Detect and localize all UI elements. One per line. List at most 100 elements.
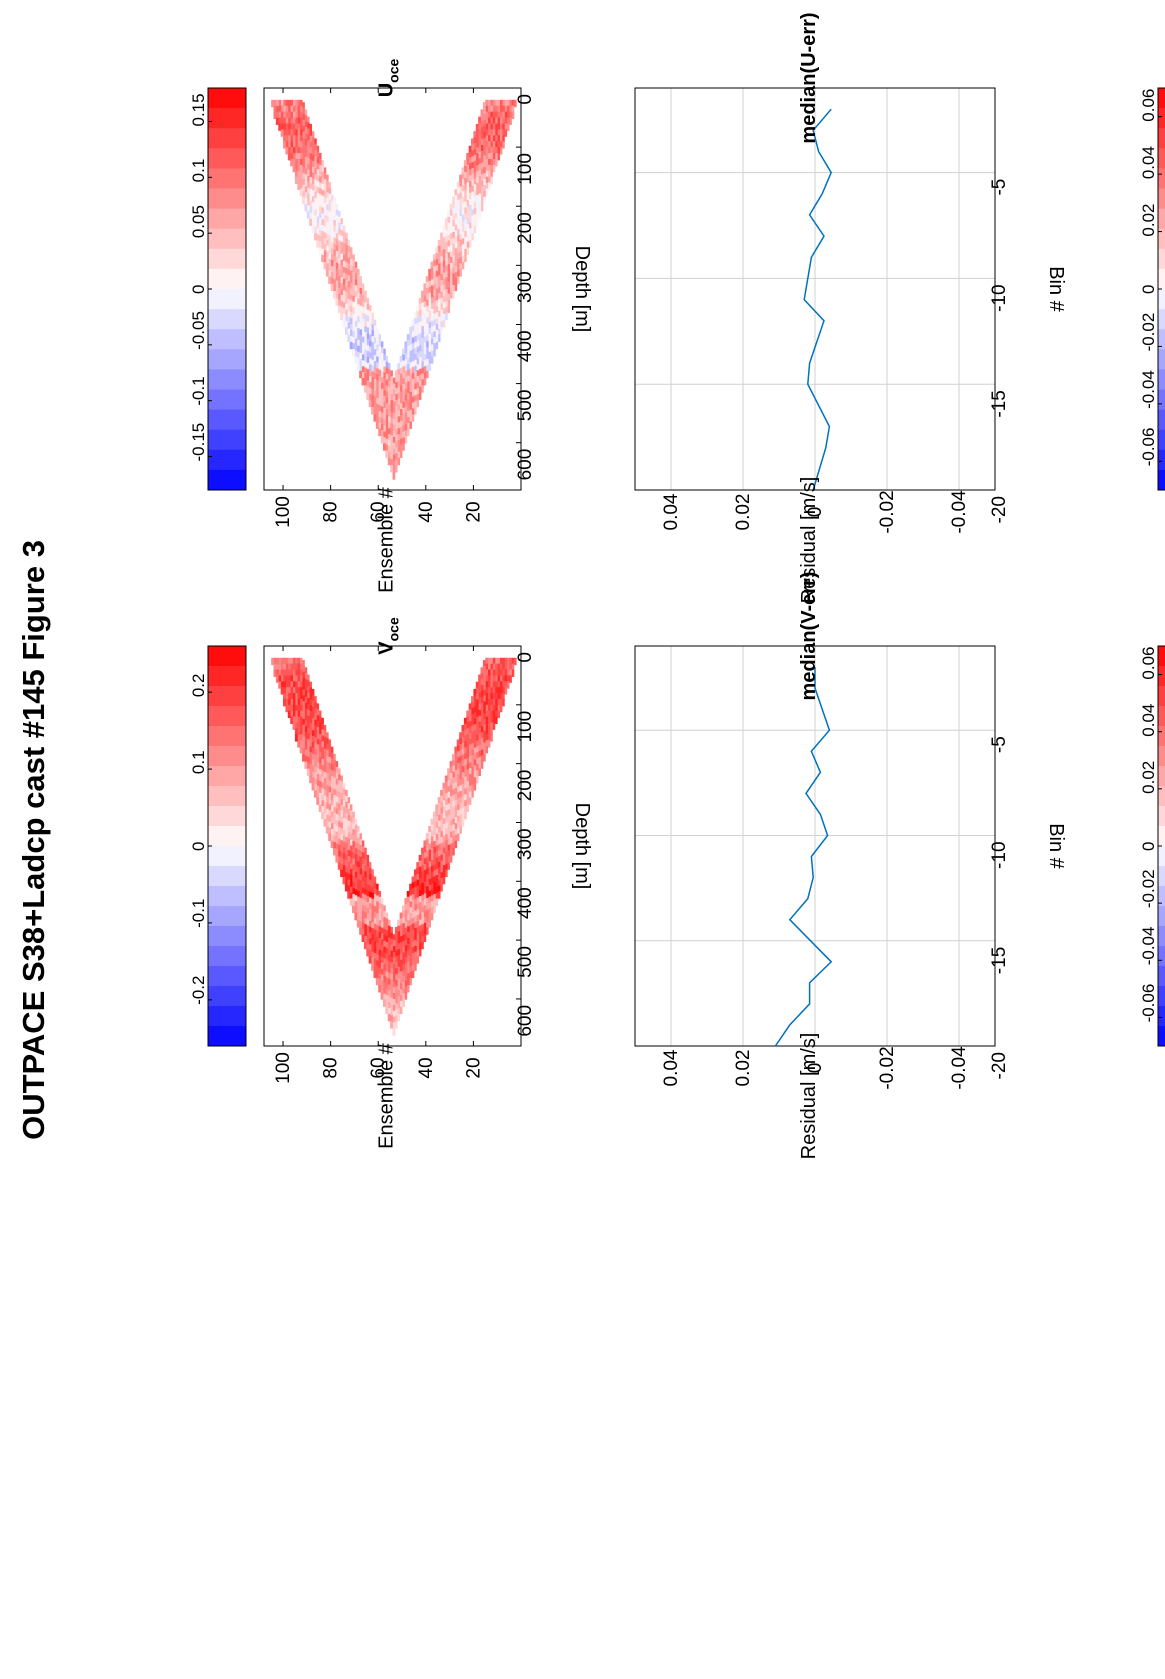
- uoce-cell: [294, 135, 298, 143]
- uoce-cell: [340, 235, 343, 244]
- voce-cell: [485, 740, 489, 748]
- uoce-cell: [454, 248, 458, 256]
- uerr-colorbar-swatch: [1158, 349, 1165, 370]
- uoce-cell: [406, 351, 410, 360]
- uoce-cell: [352, 278, 355, 286]
- uoce-cell: [356, 310, 360, 318]
- uoce-cell: [411, 408, 415, 416]
- uoce-cell: [480, 168, 484, 176]
- uoce-cell: [385, 415, 389, 423]
- uoce-cell: [352, 301, 355, 310]
- uoce-cell: [416, 352, 420, 360]
- uoce-cell: [344, 268, 348, 276]
- uoce-cell: [482, 149, 486, 157]
- uoce-cell: [485, 147, 489, 155]
- uoce-cell: [421, 343, 424, 352]
- uoce-cell: [416, 328, 420, 337]
- uoce-cell: [299, 188, 303, 196]
- uoce-cell: [501, 123, 505, 131]
- uoce-cell: [451, 291, 455, 299]
- uoce-cell: [371, 407, 374, 415]
- uoce-cell: [413, 336, 417, 344]
- uoce-cell: [311, 142, 315, 151]
- uoce-cell: [399, 355, 403, 364]
- uoce-cell: [421, 290, 424, 299]
- uoce-colorbar-swatch: [208, 469, 246, 491]
- uoce-cell: [309, 123, 312, 132]
- uoce-cell: [297, 117, 301, 125]
- uoce-cell: [292, 158, 296, 167]
- uoce-cell: [361, 324, 365, 333]
- uoce-cell: [463, 225, 467, 233]
- uoce-cell: [366, 303, 370, 312]
- uoce-cell: [382, 419, 386, 428]
- uoce-cell: [363, 343, 367, 352]
- uoce-cell: [287, 135, 291, 143]
- uoce-cell: [482, 184, 486, 193]
- uoce-cell: [347, 239, 351, 248]
- uoce-cell: [311, 131, 315, 139]
- uoce-cell: [440, 321, 443, 329]
- uoce-cell: [290, 153, 293, 161]
- uoce-cell: [340, 241, 343, 250]
- uoce-cell: [349, 258, 353, 267]
- uoce-cell: [371, 371, 374, 379]
- uoce-cell: [494, 123, 498, 131]
- uoce-cell: [394, 459, 398, 467]
- uoce-cell: [311, 172, 315, 180]
- uoce-cell: [468, 222, 472, 230]
- uoce-ylabel: Depth [m]: [571, 246, 593, 333]
- uoce-cell: [333, 202, 336, 210]
- verr-colorbar-swatch: [1158, 1006, 1165, 1027]
- uoce-cell: [306, 134, 310, 142]
- uoce-cell: [413, 395, 417, 403]
- uoce-cell: [406, 393, 410, 401]
- uoce-cell: [313, 221, 317, 229]
- uoce-cell: [423, 336, 427, 345]
- uoce-cell: [411, 355, 415, 363]
- uoce-cell: [382, 401, 386, 410]
- uoce-cell: [423, 289, 427, 297]
- uoce-cell: [432, 337, 436, 345]
- uoce-cell: [344, 309, 348, 317]
- uoce-cell: [349, 324, 353, 332]
- uoce-cell: [421, 349, 424, 358]
- uoce-cell: [447, 299, 451, 307]
- uoce-cell: [480, 162, 484, 171]
- uoce-cell: [404, 341, 408, 349]
- uoce-cell: [473, 202, 477, 210]
- uoce-cell: [428, 357, 431, 365]
- uoce-cell: [342, 272, 346, 281]
- uoce-cell: [485, 170, 489, 179]
- uoce-cell: [297, 141, 301, 149]
- voce-cell: [509, 675, 512, 683]
- uoce-cell: [323, 238, 327, 246]
- uoce-cell: [290, 111, 293, 120]
- uoce-cell: [304, 150, 308, 159]
- uoce-cell: [492, 147, 496, 155]
- uoce-colorbar-swatch: [208, 449, 246, 471]
- uoce-cell: [321, 177, 324, 186]
- uoce-cell: [478, 193, 481, 201]
- voce-cell: [511, 669, 515, 677]
- uoce-cell: [509, 111, 512, 120]
- uoce-cell: [454, 277, 458, 286]
- uoce-cell: [392, 430, 396, 439]
- uoce-cell: [406, 381, 410, 389]
- uoce-cell: [463, 242, 467, 251]
- uerr-colorbar-swatch: [1158, 88, 1165, 109]
- voce-cell: [490, 716, 493, 724]
- uoce-colorbar-swatch: [208, 108, 246, 129]
- uoce-cell: [392, 401, 396, 409]
- uoce-cell: [363, 355, 367, 364]
- voce-cell: [506, 669, 510, 677]
- uoce-cell: [447, 281, 451, 290]
- uoce-cell: [402, 413, 405, 422]
- uoce-cell: [430, 285, 434, 293]
- uoce-cell: [337, 228, 341, 237]
- uoce-cell: [440, 262, 443, 270]
- uoce-cell: [321, 213, 324, 221]
- voce-cell: [485, 663, 489, 672]
- uoce-cell: [323, 191, 327, 199]
- uoce-cell: [380, 388, 384, 397]
